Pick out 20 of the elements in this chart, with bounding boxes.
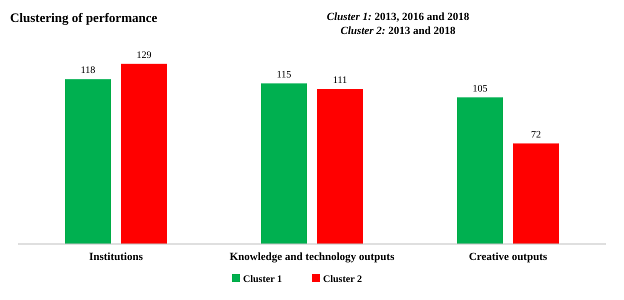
legend-label: Cluster 1 (243, 274, 282, 285)
x-tick-label: Knowledge and technology outputs (230, 251, 396, 263)
text: Cluster 2: 2013 and 2018 (340, 25, 456, 37)
bar (65, 79, 111, 244)
x-tick-label: Institutions (89, 251, 144, 263)
bar (261, 83, 307, 244)
bar (513, 143, 559, 244)
bar (121, 64, 167, 244)
legend-label: Cluster 2 (323, 274, 362, 285)
data-label: 111 (332, 74, 348, 86)
data-label: 105 (472, 83, 488, 94)
bar (457, 97, 503, 244)
bar (317, 88, 363, 244)
data-label: 72 (531, 129, 541, 140)
data-label: 115 (276, 69, 292, 80)
data-label: 118 (80, 65, 96, 76)
x-tick-label: Creative outputs (468, 251, 548, 263)
text: Cluster 1: 2013, 2016 and 2018 (326, 11, 470, 23)
chart-title: Clustering of performance (10, 10, 158, 25)
data-label: 129 (136, 50, 152, 61)
